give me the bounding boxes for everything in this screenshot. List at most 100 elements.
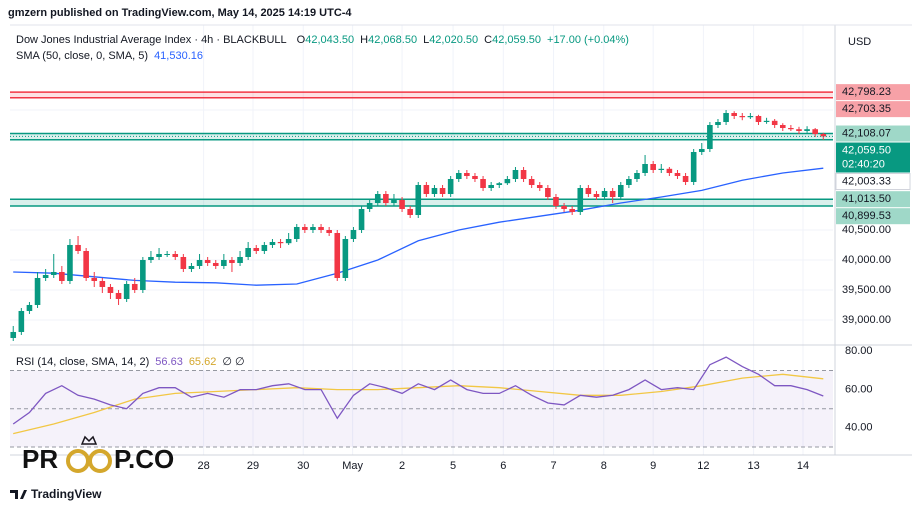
candle-body — [739, 116, 746, 118]
candle-body — [763, 120, 770, 123]
candle-body — [350, 229, 357, 239]
candle-body — [204, 259, 211, 263]
price-tag-label: 40,899.53 — [842, 210, 891, 222]
x-tick-label: 8 — [601, 460, 607, 472]
candle-body — [34, 277, 41, 305]
x-tick-label: 9 — [650, 460, 656, 472]
candle-body — [455, 173, 462, 180]
candle-body — [747, 116, 754, 118]
candle-body — [334, 232, 341, 278]
sma-value: 41,530.16 — [154, 50, 203, 62]
candle-body — [488, 185, 494, 188]
candle-body — [115, 292, 122, 299]
ohlc-value: 42,059.50 — [492, 34, 541, 46]
rsi-value: 56.63 — [155, 356, 183, 368]
candle-body — [156, 253, 162, 257]
candle-body — [423, 185, 430, 194]
candle-body — [617, 185, 624, 197]
candle-body — [804, 129, 810, 132]
candle-body — [99, 280, 106, 287]
candle-body — [212, 262, 219, 266]
candle-body — [779, 125, 786, 129]
price-tag-label: 42,059.50 — [842, 144, 891, 156]
y-tick-label: 39,000.00 — [842, 314, 891, 326]
candle-body — [59, 271, 65, 281]
y-tick-label: 40,500.00 — [842, 224, 891, 236]
candle-body — [472, 176, 478, 180]
rsi-tick-label: 60.00 — [845, 383, 873, 395]
candle-body — [148, 256, 154, 260]
logo-icon — [10, 490, 27, 499]
candle-body — [577, 187, 584, 212]
candle-body — [536, 185, 543, 188]
candle-body — [609, 190, 616, 197]
price-tag — [836, 191, 910, 208]
rsi-line — [12, 356, 824, 425]
candle-body — [796, 129, 802, 132]
price-tag — [836, 208, 910, 225]
candle-body — [164, 253, 170, 255]
candle-body — [131, 283, 138, 290]
candle-body — [407, 208, 413, 215]
rsi-band-fill — [10, 370, 833, 447]
watermark-crown — [80, 435, 98, 445]
candle-body — [237, 256, 243, 263]
countdown: 02:40:20 — [842, 158, 885, 170]
x-tick-label: 14 — [797, 460, 809, 472]
candle-body — [464, 173, 470, 177]
candle-body — [310, 226, 316, 230]
candle-body — [755, 116, 762, 123]
candle-body — [520, 170, 527, 180]
price-tag-label: 41,013.50 — [842, 193, 891, 205]
candle-body — [10, 331, 17, 338]
y-tick-label: 39,500.00 — [842, 284, 891, 296]
candle-body — [326, 229, 332, 233]
candle-body — [366, 202, 373, 209]
price-tag — [836, 125, 910, 142]
price-tag — [836, 142, 910, 173]
candle-body — [196, 259, 203, 266]
candle-body — [723, 113, 729, 123]
candle-body — [67, 244, 73, 281]
candle-body — [650, 164, 656, 171]
candle-body — [374, 193, 381, 203]
ohlc-value: 42,043.50 — [305, 34, 354, 46]
footer-logo: TradingView — [10, 487, 102, 501]
candle-body — [391, 199, 397, 203]
price-tag-label: 42,108.07 — [842, 127, 891, 139]
watermark-left: PR — [22, 444, 58, 474]
x-tick-label: 6 — [500, 460, 506, 472]
price-tag-label: 42,798.23 — [842, 86, 891, 98]
price-tag-label: 42,703.35 — [842, 103, 891, 115]
price-tag — [836, 84, 910, 101]
candle-body — [358, 208, 365, 230]
candle-body — [18, 310, 25, 332]
currency: USD — [848, 36, 871, 48]
candle-body — [172, 253, 179, 257]
ohlc-key: C — [484, 34, 492, 46]
candle-body — [140, 259, 146, 290]
x-tick-label: 12 — [697, 460, 709, 472]
rsi-legend: RSI (14, close, SMA, 14, 2) 56.63 65.62 ∅ ∅ — [16, 356, 245, 368]
rsi-tick-label: 40.00 — [845, 422, 873, 434]
candle-body — [415, 185, 422, 215]
price-tag — [836, 101, 910, 118]
candle-body — [504, 179, 511, 184]
x-tick-label: 30 — [297, 460, 309, 472]
candle-body — [593, 193, 600, 197]
candle-body — [123, 283, 130, 299]
candle-body — [585, 187, 592, 194]
candle-body — [715, 122, 721, 126]
symbol-legend: Dow Jones Industrial Average Index · 4h … — [16, 34, 629, 46]
x-tick-label: 13 — [747, 460, 759, 472]
candle-body — [642, 164, 648, 174]
price-tag-label: 42,003.33 — [842, 175, 891, 187]
price-tag — [835, 173, 911, 191]
candle-body — [682, 176, 689, 183]
watermark: PR P.CO — [22, 435, 174, 474]
candle-body — [674, 173, 681, 177]
candle-body — [107, 286, 114, 293]
candle-body — [512, 170, 519, 180]
candle-body — [528, 179, 535, 185]
